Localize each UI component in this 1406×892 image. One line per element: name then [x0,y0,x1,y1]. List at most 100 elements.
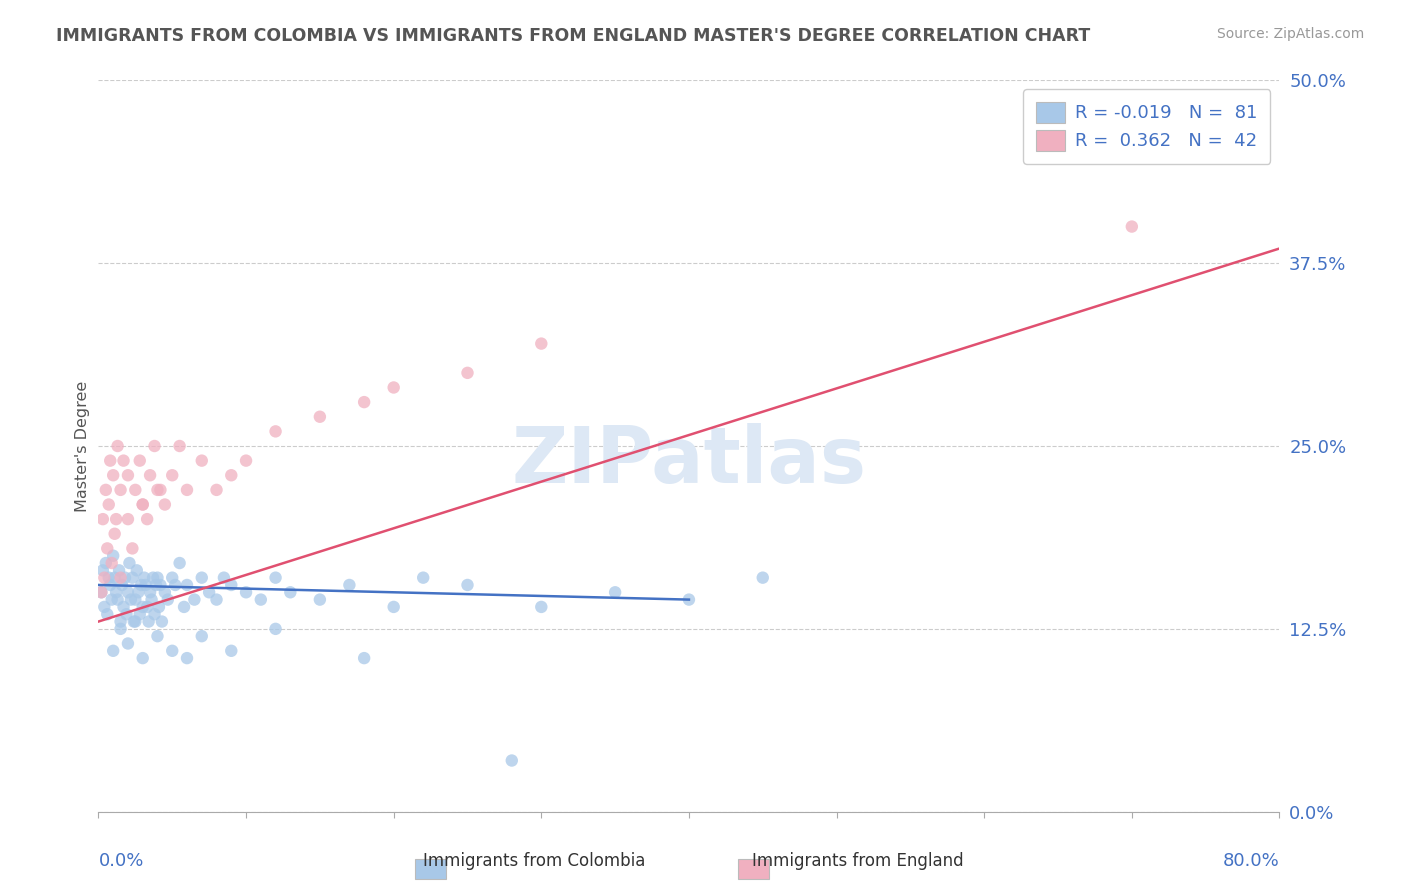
Point [104,571,127,585]
Point [309,409,332,424]
Point [120,592,142,607]
Point [143,607,166,622]
Text: 80.0%: 80.0% [1223,852,1279,870]
Point [212,571,235,585]
Point [110,483,132,497]
Point [117,468,139,483]
Point [205,483,228,497]
Point [117,636,139,650]
Point [103,549,125,563]
Y-axis label: Master's Degree: Master's Degree [75,380,90,512]
Text: ZIPatlas: ZIPatlas [512,423,866,499]
Point [235,585,257,599]
Point [191,453,214,467]
Point [112,453,135,467]
Point [139,585,162,599]
Point [382,599,405,614]
Point [149,578,172,592]
Point [264,622,287,636]
Point [530,599,553,614]
Point [127,585,149,599]
Point [135,578,157,592]
Point [117,585,139,599]
Point [146,483,169,497]
Point [162,571,183,585]
Point [191,629,214,643]
Point [98,453,121,467]
Point [132,651,155,665]
Point [134,571,156,585]
Point [146,571,169,585]
Point [104,526,127,541]
Point [132,498,155,512]
Text: Immigrants from England: Immigrants from England [752,852,963,870]
Point [107,439,129,453]
Point [93,599,115,614]
Point [456,366,478,380]
Point [456,578,478,592]
Point [149,483,172,497]
Point [97,498,120,512]
Point [1121,219,1143,234]
Point [90,585,112,599]
Point [121,541,143,556]
Point [219,578,243,592]
Point [353,651,375,665]
Point [111,578,134,592]
Point [235,453,257,467]
Point [97,571,120,585]
Legend: R = -0.019   N =  81, R =  0.362   N =  42: R = -0.019 N = 81, R = 0.362 N = 42 [1024,89,1271,163]
Point [110,615,132,629]
Point [205,592,228,607]
Point [250,592,273,607]
Point [117,512,139,526]
Point [90,585,112,599]
Point [98,578,121,592]
Point [100,592,122,607]
Point [143,439,166,453]
Point [94,483,117,497]
Point [114,571,136,585]
Point [103,644,125,658]
Point [219,468,243,483]
Point [176,651,198,665]
Point [139,468,162,483]
Point [112,599,135,614]
Point [198,585,221,599]
Text: Immigrants from Colombia: Immigrants from Colombia [423,852,645,870]
Point [176,578,198,592]
Point [264,425,287,439]
Point [132,599,155,614]
Point [191,571,214,585]
Point [148,599,170,614]
Point [142,571,165,585]
Point [530,336,553,351]
Point [156,592,179,607]
Point [141,592,163,607]
Point [125,563,148,577]
Point [412,571,434,585]
Point [110,622,132,636]
Point [169,439,191,453]
Point [751,571,773,585]
Point [105,512,128,526]
Point [153,498,176,512]
Point [678,592,700,607]
Point [382,380,405,394]
Point [278,585,302,599]
Point [110,571,132,585]
Text: 0.0%: 0.0% [98,852,143,870]
Point [129,578,152,592]
Point [96,541,118,556]
Text: Source: ZipAtlas.com: Source: ZipAtlas.com [1216,27,1364,41]
Point [145,578,167,592]
Point [96,607,118,622]
Point [124,615,146,629]
Point [162,468,183,483]
Point [264,571,287,585]
Point [122,615,145,629]
Point [136,512,159,526]
Text: IMMIGRANTS FROM COLOMBIA VS IMMIGRANTS FROM ENGLAND MASTER'S DEGREE CORRELATION : IMMIGRANTS FROM COLOMBIA VS IMMIGRANTS F… [56,27,1091,45]
Point [162,644,183,658]
Point [118,556,141,570]
